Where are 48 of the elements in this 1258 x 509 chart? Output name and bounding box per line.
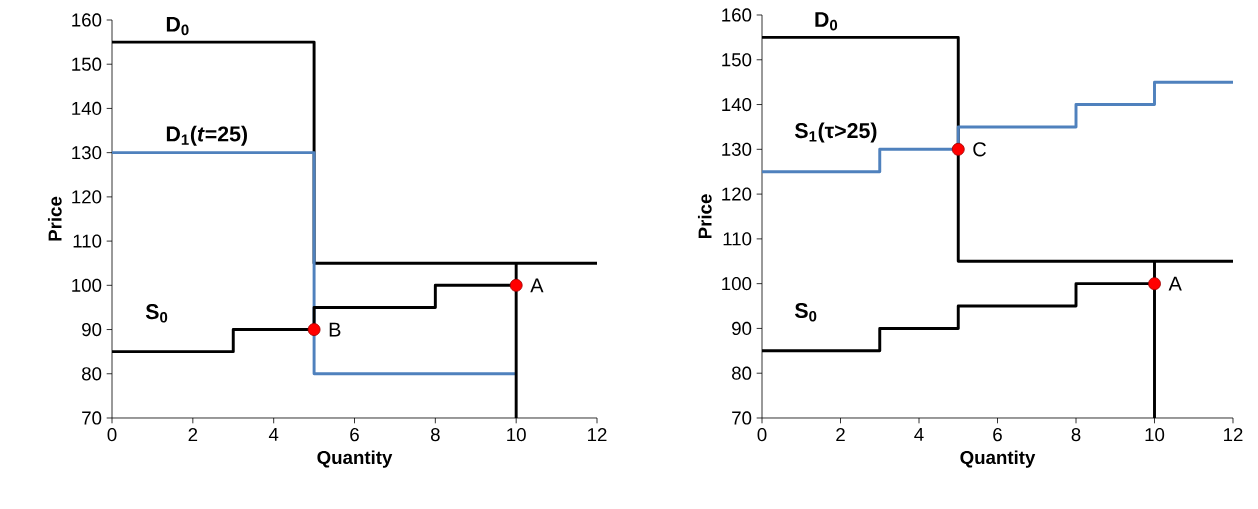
- x-tick-label: 4: [268, 428, 279, 441]
- series-label: D$_{0}$: [815, 12, 838, 31]
- data-label: A: [1168, 276, 1182, 291]
- y-tick-label: 140: [722, 97, 752, 112]
- y-tick-label: 100: [722, 277, 752, 291]
- x-tick-label: 2: [188, 428, 198, 442]
- series-label: S$_{0}$: [145, 304, 168, 323]
- y-tick-label: 160: [72, 13, 102, 27]
- x-tick-label: 0: [107, 428, 117, 442]
- x-axis-title: Quantity: [317, 450, 393, 468]
- y-tick-label: 90: [82, 322, 102, 337]
- y-tick-label: 130: [722, 142, 752, 156]
- y-axis-title: Price: [47, 196, 62, 241]
- data-label: C: [973, 142, 986, 157]
- y-tick-label: 150: [72, 57, 102, 71]
- x-tick-label: 8: [1071, 428, 1081, 442]
- x-tick-label: 10: [1145, 428, 1165, 442]
- series-label: D$_{1}$(t=25): [166, 125, 247, 146]
- y-axis-title: Price: [697, 194, 712, 239]
- data-label: B: [329, 322, 341, 337]
- data-label: A: [530, 278, 544, 293]
- series-label: S$_{0}$: [794, 303, 817, 322]
- y-tick-label: 110: [73, 234, 102, 248]
- y-tick-label: 120: [722, 187, 752, 201]
- y-tick-label: 110: [723, 232, 752, 246]
- y-tick-label: 90: [732, 321, 752, 336]
- x-tick-label: 10: [507, 428, 526, 442]
- x-tick-label: 6: [350, 428, 359, 442]
- x-axis-title: Quantity: [960, 450, 1036, 468]
- x-tick-label: 0: [757, 428, 767, 442]
- x-tick-label: 12: [1224, 428, 1243, 442]
- series-label: D$_{0}$: [166, 16, 189, 36]
- series-label: S$_{1}$(τ>25): [794, 122, 877, 143]
- y-tick-label: 130: [72, 146, 102, 160]
- y-tick-label: 100: [72, 278, 102, 292]
- y-tick-label: 80: [82, 367, 102, 381]
- y-tick-label: 140: [72, 101, 102, 116]
- x-tick-label: 12: [588, 428, 607, 442]
- y-tick-label: 80: [732, 366, 752, 380]
- x-tick-label: 8: [430, 428, 440, 442]
- x-tick-label: 2: [836, 428, 845, 442]
- y-tick-label: 160: [722, 8, 752, 22]
- x-tick-label: 4: [914, 428, 924, 441]
- y-tick-label: 150: [722, 53, 752, 67]
- y-tick-label: 120: [72, 190, 102, 204]
- y-tick-label: 70: [732, 411, 752, 425]
- x-tick-label: 6: [993, 428, 1002, 442]
- y-tick-label: 70: [82, 411, 102, 425]
